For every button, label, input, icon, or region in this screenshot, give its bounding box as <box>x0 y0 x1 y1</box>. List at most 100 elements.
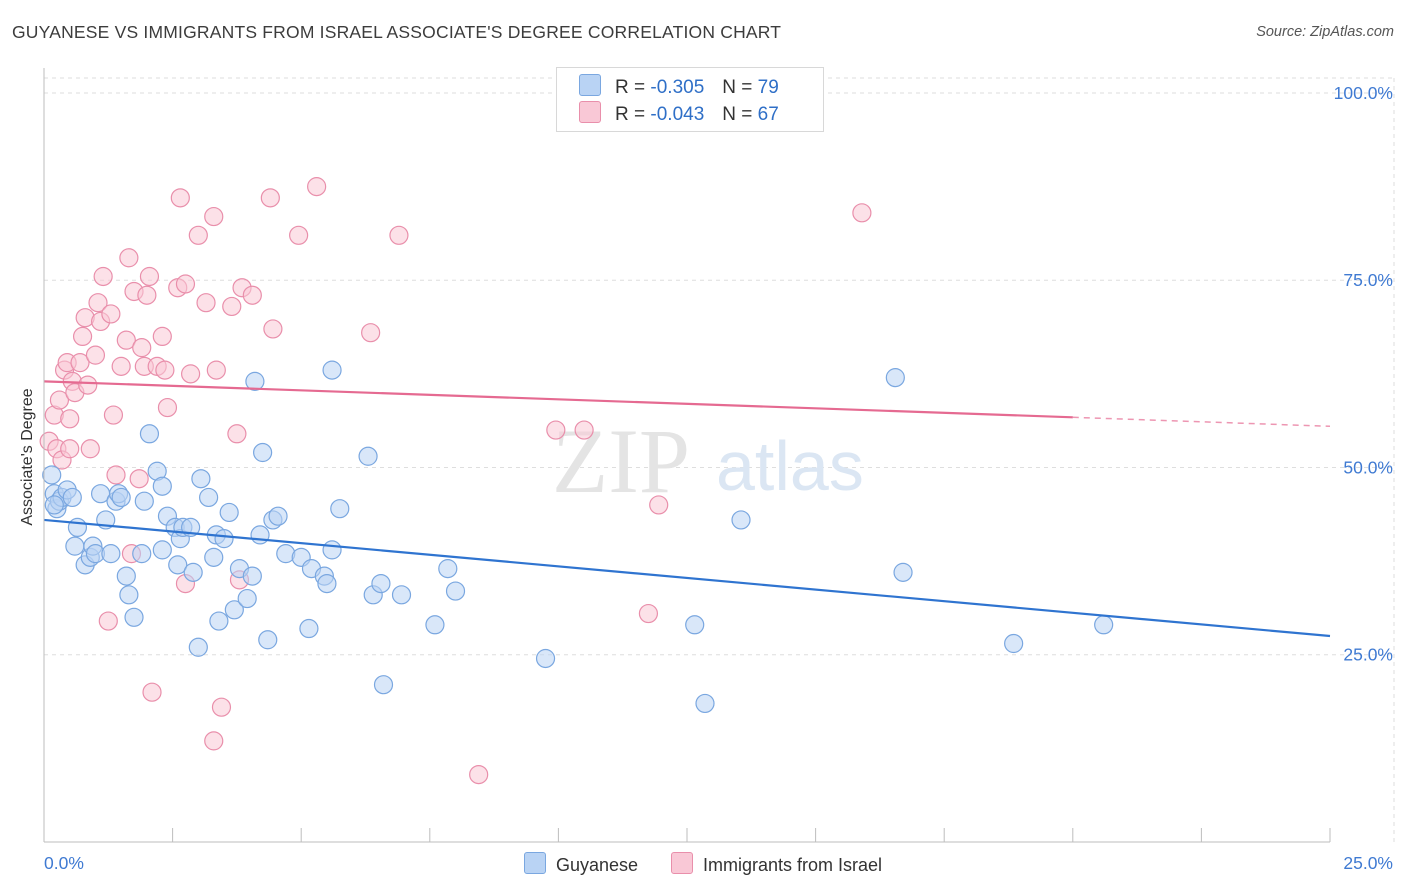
point-guyanese <box>152 540 172 560</box>
point-guyanese <box>317 573 337 594</box>
point-israel <box>88 293 108 313</box>
point-guyanese <box>695 693 715 714</box>
point-guyanese <box>214 529 234 549</box>
point-guyanese <box>209 611 229 631</box>
point-israel <box>260 188 280 208</box>
point-israel <box>649 495 669 515</box>
point-guyanese <box>885 368 905 388</box>
point-israel <box>227 424 247 444</box>
point-israel <box>196 293 216 313</box>
point-israel <box>181 364 201 384</box>
point-israel <box>389 225 409 245</box>
point-guyanese <box>258 630 278 650</box>
y-tick-label: 75.0% <box>1343 270 1393 290</box>
point-israel <box>132 338 152 358</box>
legend-row-israel: R = -0.043 N = 67 <box>579 101 779 127</box>
point-guyanese <box>268 506 288 526</box>
point-guyanese <box>1094 615 1114 635</box>
point-guyanese <box>358 446 378 466</box>
point-guyanese <box>685 615 705 635</box>
point-guyanese <box>119 585 139 605</box>
legend-label-guyanese: Guyanese <box>555 855 638 875</box>
legend-item-guyanese[interactable]: Guyanese <box>523 852 638 876</box>
point-israel <box>175 274 196 294</box>
point-israel <box>129 469 149 489</box>
correlation-legend: R = -0.305 N = 79 R = -0.043 N = 67 <box>556 67 824 132</box>
point-israel <box>546 420 566 440</box>
point-israel <box>170 188 190 208</box>
point-guyanese <box>224 600 244 620</box>
point-israel <box>116 330 136 350</box>
point-israel <box>222 296 242 317</box>
point-guyanese <box>535 648 556 669</box>
point-guyanese <box>191 469 211 489</box>
point-israel <box>155 360 175 380</box>
legend-row-guyanese: R = -0.305 N = 79 <box>579 74 779 100</box>
point-israel <box>103 405 124 425</box>
point-israel <box>289 225 309 245</box>
source-label: Source: ZipAtlas.com <box>1256 24 1394 40</box>
point-guyanese <box>242 566 262 586</box>
point-israel <box>638 603 659 624</box>
point-guyanese <box>124 607 144 627</box>
legend-swatch-pink <box>579 101 601 123</box>
point-israel <box>157 397 178 418</box>
point-israel <box>70 353 90 373</box>
point-guyanese <box>132 544 152 564</box>
point-guyanese <box>893 562 913 582</box>
point-israel <box>60 439 80 459</box>
point-israel <box>106 465 126 485</box>
point-guyanese <box>322 360 342 380</box>
axis-layer: 25.0% 50.0% 75.0% 100.0% 0.0% 25.0% <box>43 68 1393 873</box>
point-guyanese <box>111 487 131 508</box>
point-israel <box>49 390 70 410</box>
legend-item-israel[interactable]: Immigrants from Israel <box>671 852 882 876</box>
point-israel <box>137 285 157 305</box>
x-tick-label: 0.0% <box>44 853 84 873</box>
point-guyanese <box>183 562 203 582</box>
point-guyanese <box>1004 633 1024 654</box>
point-guyanese <box>134 491 154 511</box>
point-guyanese <box>67 517 88 538</box>
point-guyanese <box>322 540 342 560</box>
legend-n-label: N = <box>722 77 753 98</box>
point-guyanese <box>253 442 273 463</box>
point-israel <box>111 356 131 376</box>
point-guyanese <box>250 525 270 545</box>
legend-r-label: R = <box>615 77 646 98</box>
legend-r-value: -0.305 <box>650 77 705 98</box>
point-israel <box>206 360 226 380</box>
point-guyanese <box>425 615 445 635</box>
point-israel <box>98 611 118 631</box>
point-israel <box>101 304 121 324</box>
trend-line-dashed-israel <box>1072 416 1331 428</box>
point-guyanese <box>42 465 62 485</box>
point-israel <box>204 206 224 227</box>
legend-r-label: R = <box>615 104 646 125</box>
point-guyanese <box>204 547 224 567</box>
point-israel <box>139 266 160 287</box>
point-guyanese <box>330 499 350 519</box>
point-israel <box>188 225 208 245</box>
point-guyanese <box>237 588 257 609</box>
point-guyanese <box>62 487 82 508</box>
legend-n-label: N = <box>722 104 753 125</box>
point-israel <box>574 420 594 440</box>
point-guyanese <box>65 536 85 556</box>
point-israel <box>119 248 139 268</box>
legend-swatch-blue <box>523 852 546 874</box>
point-guyanese <box>371 573 391 594</box>
y-tick-label: 100.0% <box>1334 83 1393 103</box>
legend-swatch-blue <box>579 74 601 96</box>
y-tick-label: 50.0% <box>1343 457 1393 477</box>
point-israel <box>211 697 232 717</box>
point-israel <box>152 326 172 347</box>
point-israel <box>469 764 489 785</box>
legend-n-value: 79 <box>757 77 779 98</box>
point-israel <box>85 345 106 365</box>
legend-swatch-pink <box>671 852 694 874</box>
point-guyanese <box>438 559 458 579</box>
point-guyanese <box>152 476 172 496</box>
watermark-zip: ZIP <box>552 410 690 512</box>
points-layer <box>39 177 1114 785</box>
